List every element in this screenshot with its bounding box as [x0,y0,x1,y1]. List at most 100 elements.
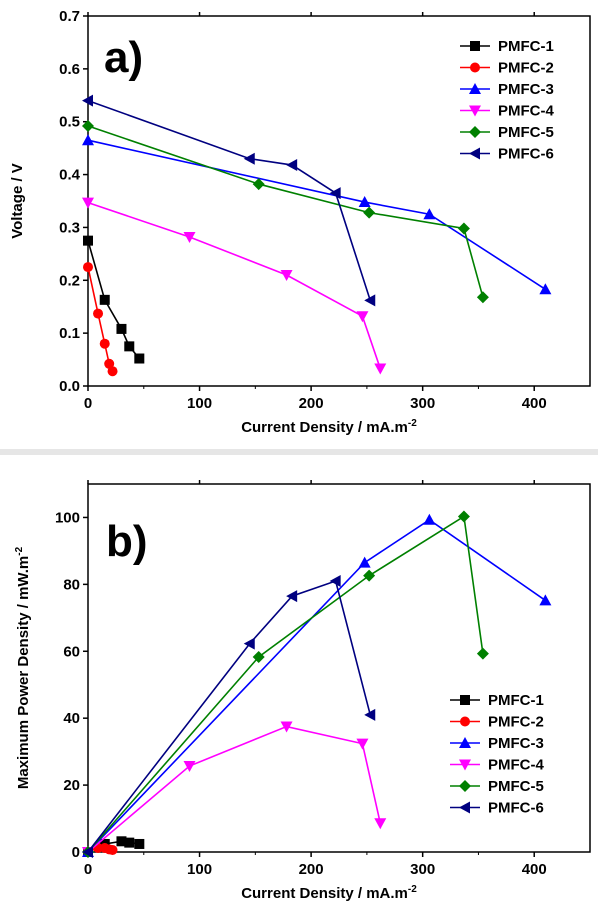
series-line [87,579,372,853]
data-point [363,206,376,219]
series-pmfc-6 [82,575,376,858]
data-point [99,338,110,349]
y-axis-label: Maximum Power Density / mW.m-2 [14,546,32,789]
legend-item: PMFC-2 [460,60,554,77]
data-point [374,363,387,375]
y-tick-label: 0.7 [59,8,80,25]
legend-item: PMFC-4 [460,103,554,120]
data-point [457,510,470,523]
series-pmfc-3 [82,513,552,857]
data-point [539,283,552,295]
legend-item: PMFC-1 [460,38,554,55]
legend-item: PMFC-1 [450,692,544,709]
legend-swatch-marker [469,105,481,117]
series-line [87,725,382,853]
legend-label: PMFC-6 [498,146,554,163]
legend-swatch-marker [460,695,470,705]
legend-label: PMFC-6 [488,800,544,817]
x-tick-label: 0 [84,861,92,878]
data-point [252,650,265,663]
data-point [329,187,341,200]
series-pmfc-2 [83,262,118,377]
y-tick-label: 0.1 [59,325,80,342]
data-point [280,721,293,733]
data-point [476,647,489,660]
data-point [356,311,369,323]
y-axis-label: Voltage / V [9,163,26,239]
data-point [124,341,135,352]
y-tick-label: 80 [63,576,80,593]
data-point [82,197,94,209]
legend-label: PMFC-3 [488,735,544,752]
y-tick-label: 0.0 [59,378,80,395]
series-pmfc-4 [82,197,387,375]
data-point [423,513,436,525]
chart-a: 0 100 200 300 400 0.0 0.1 0.2 0.3 0.4 0.5 0.6 0.7 Cur… [9,8,591,436]
data-point [82,94,93,107]
y-tick-label: 0.2 [59,272,80,289]
x-tick-label: 400 [522,861,547,878]
y-tick-label: 40 [63,710,80,727]
data-point [329,575,341,588]
legend-label: PMFC-1 [488,692,544,709]
data-point [243,637,255,650]
legend-label: PMFC-4 [488,757,544,774]
legend-item: PMFC-5 [460,124,554,141]
data-point [83,262,93,273]
y-tick-label: 0.5 [59,114,80,131]
data-point [116,836,127,847]
data-point [124,837,135,848]
legend-label: PMFC-3 [498,81,554,98]
data-point [183,231,196,243]
series-line [87,518,546,853]
y-tick-label: 20 [63,777,80,794]
panel-label: a) [104,33,143,82]
series-pmfc-3 [82,134,552,295]
data-point [134,838,145,849]
data-point [476,291,489,304]
series-line [87,99,371,301]
data-point [364,294,376,307]
series-pmfc-5 [82,119,489,304]
legend-swatch-marker [469,83,481,94]
data-point [82,134,94,146]
data-point [457,222,470,235]
y-tick-label: 0.6 [59,61,80,78]
data-point [116,323,127,334]
data-point [374,818,387,830]
series-pmfc-4 [82,721,387,858]
legend-swatch-marker [459,801,470,814]
legend-swatch-marker [469,147,480,160]
legend-label: PMFC-1 [498,38,554,55]
plot-frame [87,483,591,853]
data-point [134,353,145,364]
legend-label: PMFC-2 [488,714,544,731]
legend-swatch-marker [459,737,471,748]
x-tick-label: 300 [410,861,435,878]
legend-item: PMFC-3 [450,735,544,752]
x-tick-label: 400 [522,395,547,412]
series-line [87,139,546,290]
legend-swatch-marker [459,780,471,792]
data-point [107,366,118,377]
data-point [82,119,94,132]
y-tick-label: 100 [55,509,80,526]
legend-item: PMFC-5 [450,778,544,795]
data-point [107,844,118,855]
data-point [286,159,298,172]
y-tick-label: 0 [72,844,80,861]
panel-label: b) [106,517,148,566]
data-point [286,590,298,603]
data-point [356,738,369,750]
data-point [183,761,196,773]
data-point [358,556,371,568]
y-tick-label: 0.3 [59,219,80,236]
x-tick-label: 100 [187,395,212,412]
data-point [363,569,376,582]
legend-swatch-marker [470,41,480,51]
data-point [280,270,293,281]
panel-divider [0,449,598,455]
x-tick-label: 200 [299,395,324,412]
data-point [364,708,376,721]
